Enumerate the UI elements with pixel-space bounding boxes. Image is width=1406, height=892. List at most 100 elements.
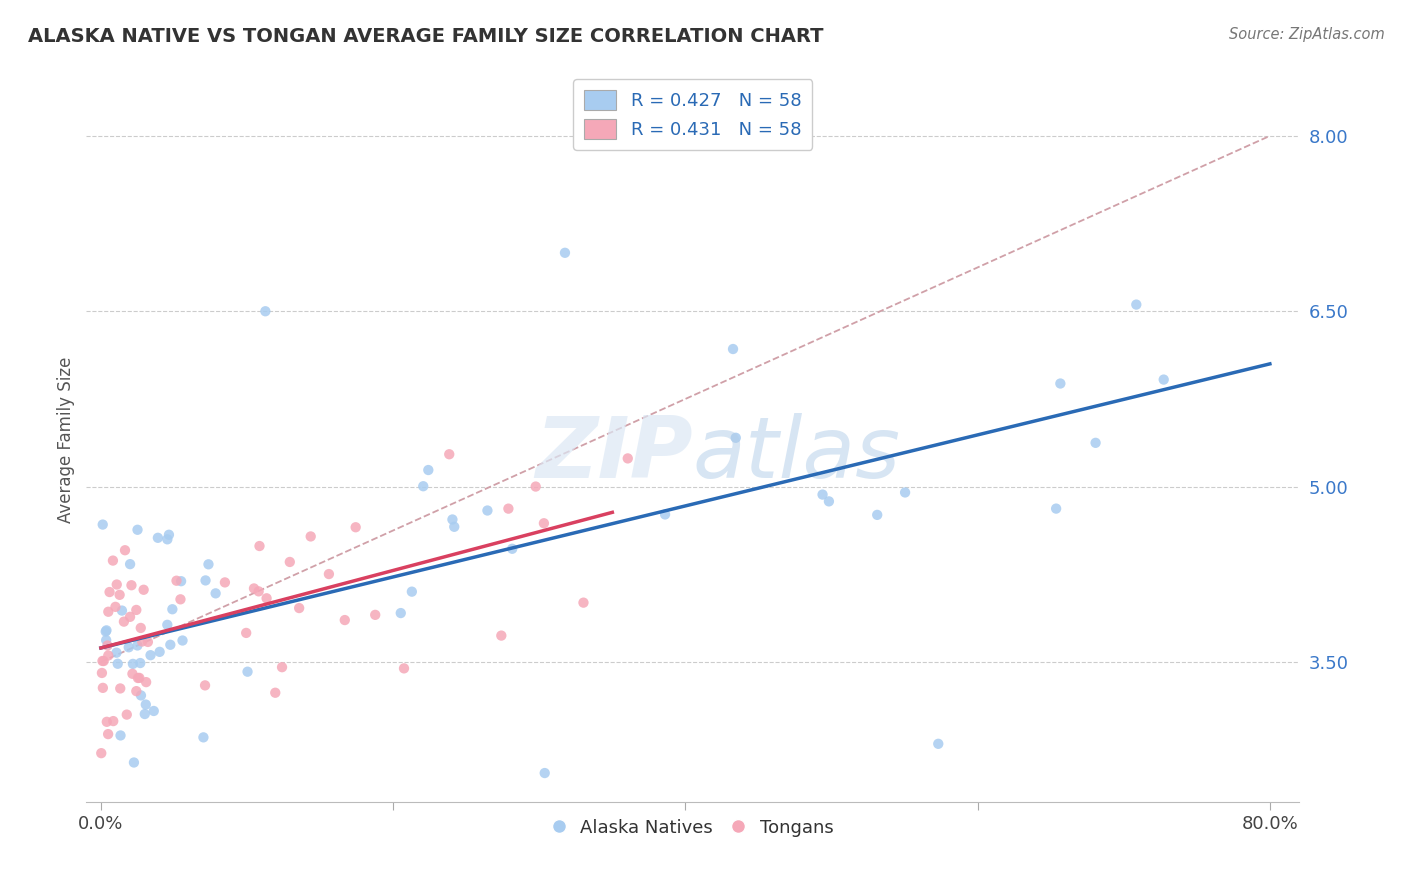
Point (91, 517, 114, 532)
Point (194, 678, 217, 692)
Point (654, 508, 676, 522)
Point (98, 585, 121, 599)
Point (112, 615, 135, 629)
Point (818, 494, 841, 508)
Point (299, 529, 322, 543)
Point (103, 714, 125, 728)
Point (127, 523, 149, 537)
Point (131, 634, 153, 648)
Point (194, 574, 217, 588)
Point (498, 501, 520, 516)
Point (90, 665, 112, 680)
Point (101, 553, 124, 567)
Point (129, 689, 152, 703)
Point (105, 646, 128, 660)
Point (107, 657, 129, 671)
Point (91, 681, 114, 695)
Point (1045, 501, 1067, 516)
Point (477, 503, 499, 517)
Point (146, 531, 169, 545)
Point (533, 766, 555, 780)
Point (118, 610, 141, 624)
Point (401, 584, 423, 599)
Point (811, 487, 834, 501)
Point (344, 520, 367, 534)
Point (616, 451, 638, 466)
Point (389, 606, 412, 620)
Point (129, 656, 152, 670)
Point (721, 342, 744, 356)
Point (115, 707, 138, 722)
Point (149, 645, 172, 659)
Point (193, 731, 215, 745)
Point (170, 574, 193, 589)
Point (894, 485, 917, 500)
Point (1049, 376, 1071, 391)
Point (236, 665, 259, 679)
Point (114, 543, 136, 558)
Point (214, 575, 236, 590)
Point (93, 654, 115, 668)
Point (439, 447, 461, 461)
Point (134, 706, 156, 721)
Text: atlas: atlas (693, 413, 901, 496)
Point (96, 639, 118, 653)
Point (418, 463, 440, 477)
Point (1084, 435, 1107, 450)
Point (91, 654, 114, 668)
Point (441, 512, 464, 526)
Point (111, 604, 134, 618)
Point (110, 728, 132, 742)
Point (125, 603, 148, 617)
Point (204, 586, 226, 600)
Point (139, 648, 162, 663)
Point (156, 617, 179, 632)
Point (254, 304, 277, 318)
Point (278, 555, 301, 569)
Point (364, 607, 387, 622)
Point (572, 596, 595, 610)
Point (128, 671, 150, 685)
Point (122, 756, 145, 770)
Point (197, 558, 219, 572)
Point (172, 633, 194, 648)
Point (97, 727, 120, 741)
Point (136, 635, 159, 649)
Text: ZIP: ZIP (536, 413, 693, 496)
Point (127, 639, 149, 653)
Point (132, 582, 155, 597)
Point (129, 621, 152, 635)
Point (491, 629, 513, 643)
Point (97, 605, 120, 619)
Point (724, 431, 747, 445)
Legend: Alaska Natives, Tongans: Alaska Natives, Tongans (544, 812, 841, 844)
Point (392, 661, 415, 675)
Point (135, 675, 157, 690)
Point (256, 591, 278, 606)
Point (247, 584, 270, 599)
Point (96, 633, 118, 648)
Point (135, 698, 157, 712)
Point (120, 557, 142, 571)
Point (271, 660, 294, 674)
Point (1125, 297, 1147, 311)
Point (97, 648, 120, 663)
Point (108, 588, 131, 602)
Point (118, 640, 141, 655)
Y-axis label: Average Family Size: Average Family Size (58, 357, 75, 523)
Point (120, 578, 142, 592)
Point (94, 624, 117, 639)
Point (90, 746, 112, 760)
Point (554, 245, 576, 260)
Point (1153, 373, 1175, 387)
Point (96, 624, 118, 638)
Point (157, 528, 180, 542)
Point (127, 671, 149, 685)
Point (927, 737, 949, 751)
Text: ALASKA NATIVE VS TONGAN AVERAGE FAMILY SIZE CORRELATION CHART: ALASKA NATIVE VS TONGAN AVERAGE FAMILY S… (28, 27, 824, 45)
Point (110, 681, 132, 696)
Point (105, 577, 128, 591)
Point (142, 704, 165, 718)
Point (866, 508, 889, 522)
Point (169, 592, 191, 607)
